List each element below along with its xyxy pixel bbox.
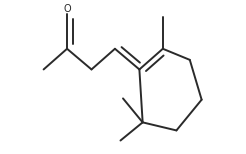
Text: O: O <box>63 4 71 14</box>
